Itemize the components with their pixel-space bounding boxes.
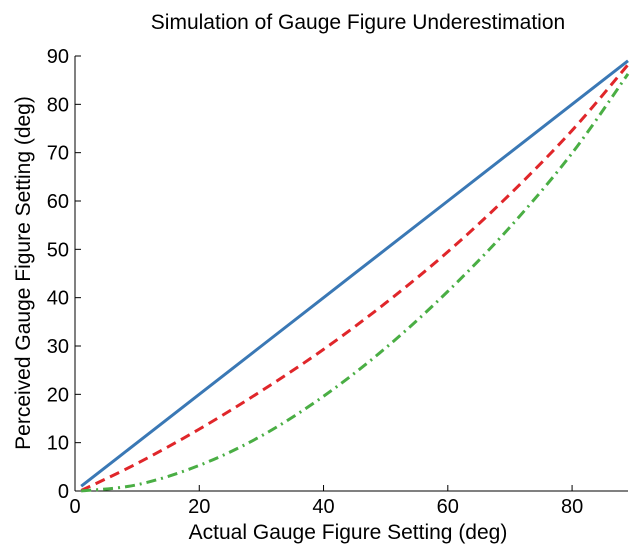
y-tick-label: 80 xyxy=(47,94,69,116)
x-axis-ticks: 0 20 40 60 80 xyxy=(69,485,583,518)
x-tick-label: 40 xyxy=(312,496,334,518)
y-tick-label: 70 xyxy=(47,143,69,165)
y-tick-label: 90 xyxy=(47,46,69,68)
y-axis-ticks: 0 10 20 30 40 50 60 70 80 90 xyxy=(47,46,81,503)
series-line-solid xyxy=(80,59,629,488)
series-layer xyxy=(80,59,630,493)
y-tick-label: 0 xyxy=(58,481,69,503)
x-axis-label: Actual Gauge Figure Setting (deg) xyxy=(189,521,508,544)
y-tick-label: 10 xyxy=(47,433,69,455)
x-tick-label: 20 xyxy=(188,496,210,518)
x-tick-label: 60 xyxy=(437,496,459,518)
chart-title: Simulation of Gauge Figure Underestimati… xyxy=(151,11,565,34)
y-tick-label: 30 xyxy=(47,336,69,358)
plot-area xyxy=(74,56,628,492)
y-tick-label: 50 xyxy=(47,239,69,261)
y-axis-label: Perceived Gauge Figure Setting (deg) xyxy=(12,96,35,450)
y-tick-label: 60 xyxy=(47,191,69,213)
series-line-dashed xyxy=(80,63,630,492)
x-tick-label: 80 xyxy=(561,496,583,518)
y-tick-label: 40 xyxy=(47,288,69,310)
y-tick-label: 20 xyxy=(47,384,69,406)
series-line-dashdot xyxy=(81,73,630,493)
x-tick-label: 0 xyxy=(69,496,80,518)
